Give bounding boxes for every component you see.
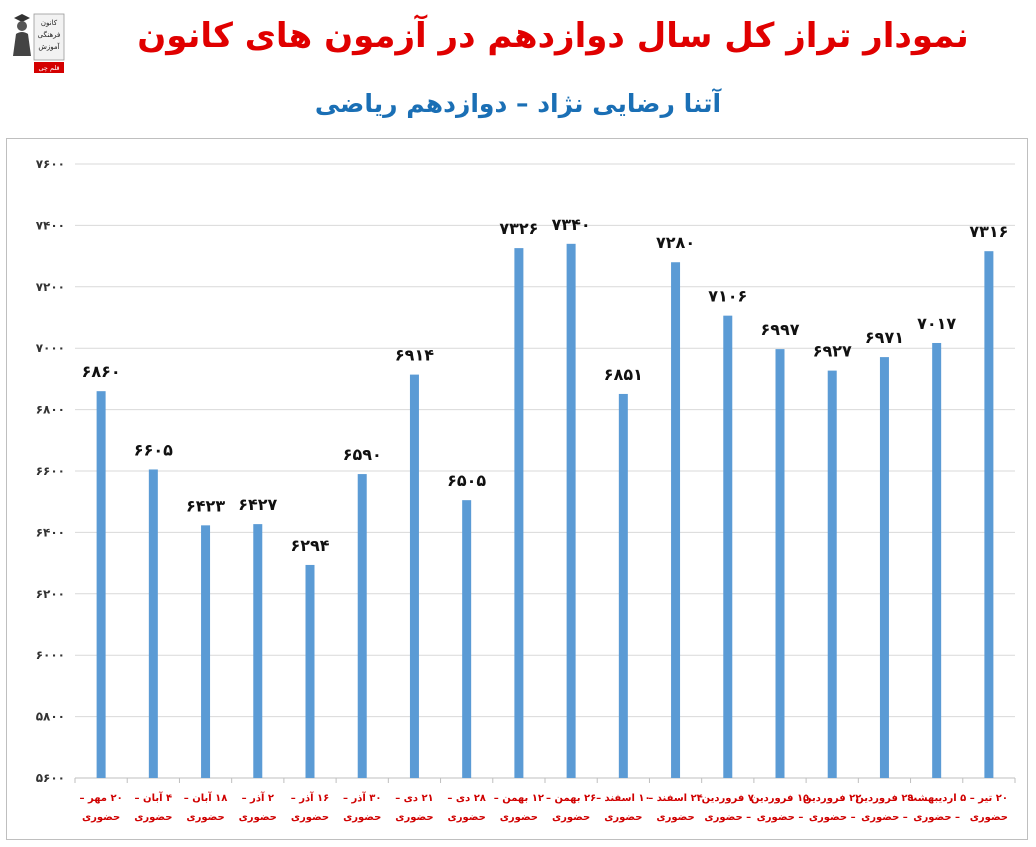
chart-frame: ۵۶۰۰ ۵۸۰۰ ۶۰۰۰ ۶۲۰۰ ۶۴۰۰ ۶۶۰۰ ۶۸۰۰ ۷۰۰۰ ۷۲۰۰ ۷۴۰۰…: [6, 138, 1028, 840]
data-label: ۶۴۲۳: [186, 496, 225, 515]
x-tick-label: – حضوری: [913, 812, 960, 823]
data-label: ۷۲۸۰: [656, 233, 695, 252]
x-tick-label: ۷ فروردین: [702, 793, 754, 804]
data-label: ۶۹۱۴: [395, 346, 434, 365]
data-label: ۶۹۹۷: [760, 320, 799, 339]
x-tick-label: حضوری: [448, 812, 486, 823]
page-subtitle: آتنا رضایی نژاد – دوازدهم ریاضی: [314, 89, 722, 118]
bar: [253, 524, 263, 778]
x-tick-label: ۲۲ فروردین: [803, 793, 861, 804]
bar: [462, 500, 472, 778]
page-title: نمودار تراز کل سال دوازدهم در آزمون های …: [137, 16, 969, 56]
x-tick-label: ۲۶ بهمن –: [546, 793, 596, 804]
y-tick-label: ۶۶۰۰: [36, 464, 65, 478]
x-tick-label: ۲۹ فروردین: [855, 793, 913, 804]
bar: [775, 349, 785, 778]
y-tick-label: ۵۸۰۰: [36, 710, 65, 724]
x-tick-label: – حضوری: [757, 812, 804, 823]
x-tick-label: حضوری: [395, 812, 433, 823]
bar: [305, 564, 315, 778]
data-label: ۷۳۴۰: [552, 215, 591, 234]
x-tick-label: حضوری: [500, 812, 538, 823]
x-tick-label: حضوری: [970, 812, 1008, 823]
bar-chart: ۵۶۰۰ ۵۸۰۰ ۶۰۰۰ ۶۲۰۰ ۶۴۰۰ ۶۶۰۰ ۶۸۰۰ ۷۰۰۰ ۷۲۰۰ ۷۴۰۰…: [36, 157, 1016, 823]
x-tick-label: ۴ آبان –: [135, 791, 173, 804]
data-label: ۷۱۰۶: [708, 287, 747, 306]
x-tick-label: – حضوری: [704, 812, 751, 823]
data-label: ۶۴۲۷: [238, 495, 277, 514]
x-tick-label: ۱۶ آذر –: [291, 791, 330, 804]
x-tick-label: حضوری: [656, 812, 694, 823]
logo-line-2: فرهنگی: [38, 30, 61, 39]
kanoon-logo: کانون فرهنگی آموزش قلم چی: [8, 10, 66, 76]
bar: [148, 469, 158, 778]
bar: [357, 474, 367, 778]
y-tick-label: ۵۶۰۰: [36, 771, 65, 785]
data-label: ۶۸۶۰: [82, 362, 121, 381]
y-tick-label: ۷۲۰۰: [36, 280, 65, 294]
x-tick-label: ۲۰ تیر –: [970, 793, 1008, 804]
y-tick-label: ۷۶۰۰: [36, 157, 65, 171]
y-tick-label: ۶۰۰۰: [36, 648, 65, 662]
x-tick-label: ۲۱ دی –: [395, 793, 433, 804]
x-tick-label: ۲۸ دی –: [447, 793, 485, 804]
x-tick-label: – حضوری: [861, 812, 908, 823]
x-tick-label: ۱۰ اسفند –: [596, 793, 651, 804]
x-tick-label: حضوری: [552, 812, 590, 823]
x-tick-label: ۲ آذر –: [242, 791, 274, 804]
data-label: ۷۳۱۶: [969, 222, 1008, 241]
bar: [201, 525, 211, 778]
bar: [723, 315, 733, 778]
x-tick-label: ۱۸ آبان –: [184, 791, 228, 804]
x-tick-label: ۵ اردیبهشت: [907, 793, 966, 804]
y-tick-label: ۶۲۰۰: [36, 587, 65, 601]
y-tick-label: ۶۴۰۰: [36, 525, 65, 539]
x-tick-label: حضوری: [343, 812, 381, 823]
data-label: ۷۰۱۷: [917, 314, 956, 333]
x-tick-label: ۳۰ آذر –: [343, 791, 382, 804]
bar: [879, 357, 889, 778]
bar: [618, 393, 628, 778]
y-tick-label: ۷۰۰۰: [36, 341, 65, 355]
x-tick-label: ۱۵ فروردین: [751, 793, 809, 804]
logo-badge: قلم چی: [38, 64, 59, 72]
x-tick-label: ۲۰ مهر –: [80, 793, 123, 804]
data-label: ۶۹۲۷: [813, 342, 852, 361]
x-tick-label: حضوری: [239, 812, 277, 823]
logo-line-3: آموزش: [38, 42, 60, 51]
x-tick-label: حضوری: [186, 812, 224, 823]
x-tick-label: حضوری: [134, 812, 172, 823]
x-tick-label: حضوری: [291, 812, 329, 823]
y-tick-label: ۶۸۰۰: [36, 403, 65, 417]
data-label: ۷۳۲۶: [499, 219, 538, 238]
bar: [827, 370, 837, 778]
data-label: ۶۹۷۱: [865, 328, 904, 347]
data-label: ۶۵۰۵: [447, 471, 486, 490]
x-tick-label: حضوری: [82, 812, 120, 823]
x-tick-label: ۲۴ اسفند –: [648, 793, 703, 804]
bar: [984, 251, 994, 779]
bar: [671, 262, 681, 778]
bar: [514, 248, 524, 779]
data-label: ۶۲۹۴: [290, 536, 329, 555]
data-label: ۶۵۹۰: [343, 445, 382, 464]
x-tick-label: ۱۲ بهمن –: [494, 793, 544, 804]
logo-line-1: کانون: [41, 19, 58, 27]
bar: [566, 243, 576, 778]
data-label: ۶۸۵۱: [604, 365, 643, 384]
x-tick-label: – حضوری: [809, 812, 856, 823]
bar: [96, 391, 106, 778]
bar: [932, 342, 942, 778]
y-tick-label: ۷۴۰۰: [36, 218, 65, 232]
data-label: ۶۶۰۵: [134, 440, 173, 459]
bar: [409, 374, 419, 778]
x-tick-label: حضوری: [604, 812, 642, 823]
